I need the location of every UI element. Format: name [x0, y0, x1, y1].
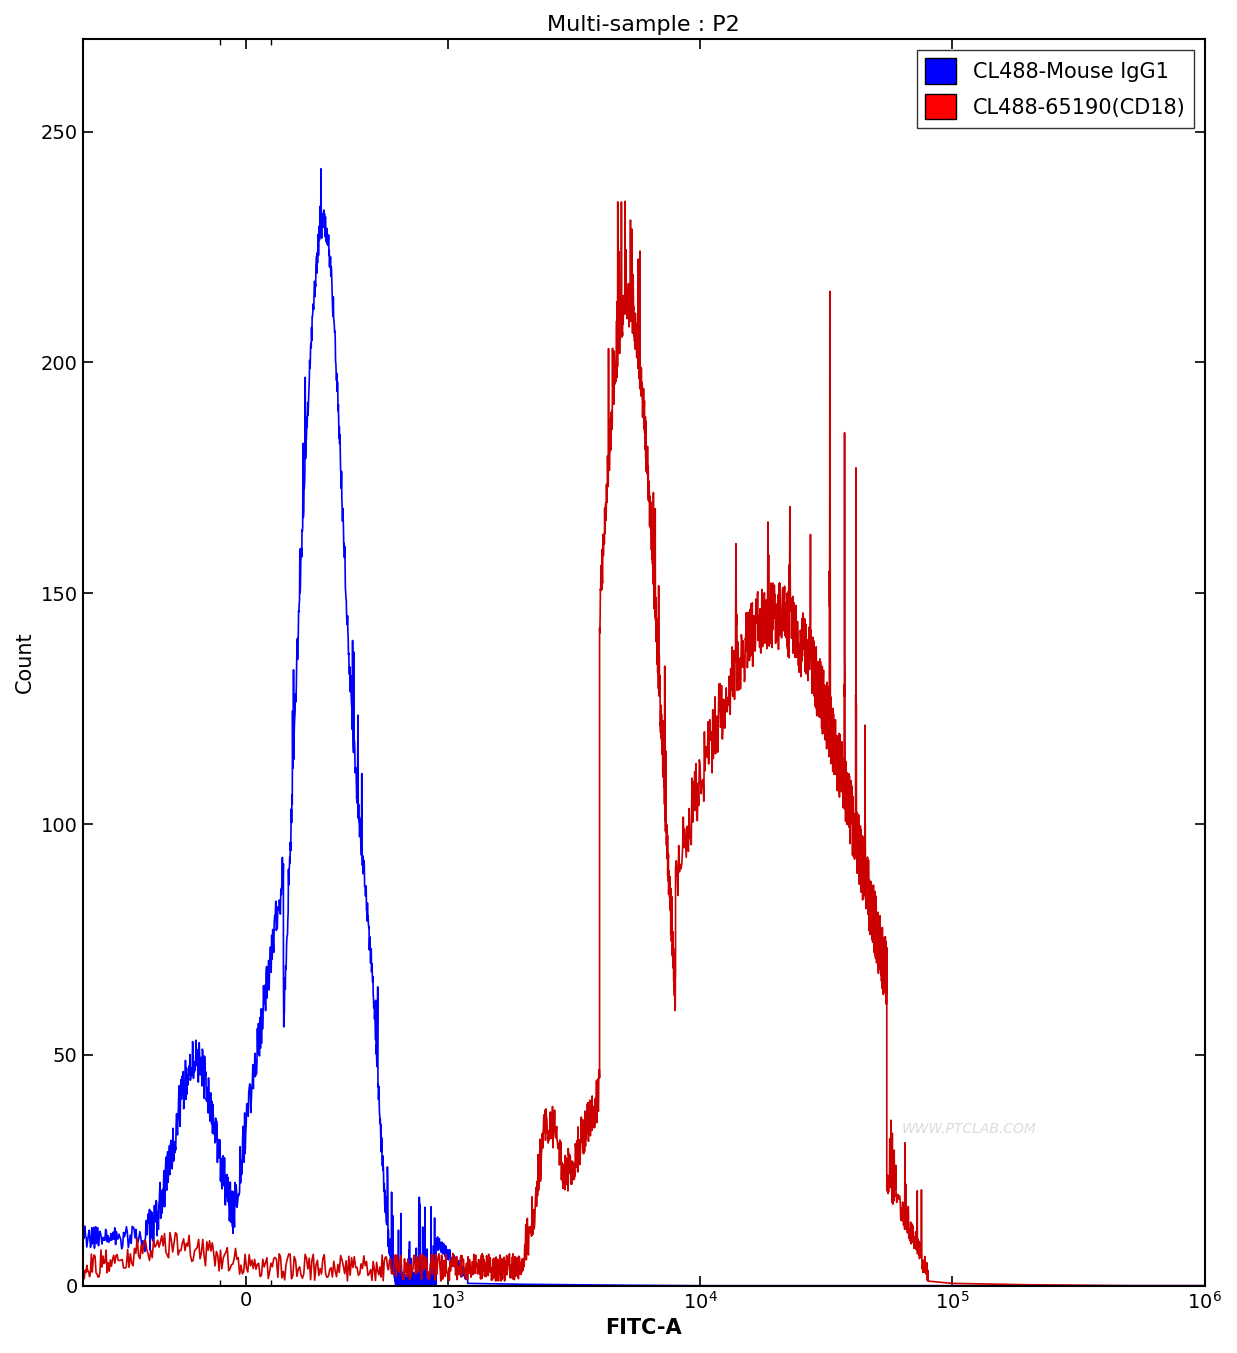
CL488-65190(CD18): [1197, 1277, 1212, 1293]
CL488-65190(CD18): [412, 1254, 427, 1270]
Line: CL488-65190(CD18): CL488-65190(CD18): [83, 202, 1205, 1285]
CL488-Mouse IgG1: [447, 1258, 461, 1275]
CL488-65190(CD18): [867, 886, 882, 902]
CL488-Mouse IgG1: [408, 1277, 423, 1293]
CL488-Mouse IgG1: [314, 161, 329, 177]
CL488-65190(CD18): [694, 786, 709, 802]
CL488-Mouse IgG1: [360, 911, 375, 927]
CL488-Mouse IgG1: [372, 1116, 387, 1132]
CL488-65190(CD18): [593, 1070, 607, 1086]
Legend: CL488-Mouse IgG1, CL488-65190(CD18): CL488-Mouse IgG1, CL488-65190(CD18): [917, 50, 1194, 127]
CL488-65190(CD18): [617, 193, 632, 210]
CL488-Mouse IgG1: [1197, 1277, 1212, 1293]
CL488-65190(CD18): [604, 405, 618, 421]
Text: WWW.PTCLAB.COM: WWW.PTCLAB.COM: [902, 1122, 1037, 1137]
CL488-Mouse IgG1: [388, 1277, 403, 1293]
CL488-65190(CD18): [1121, 1277, 1136, 1293]
Title: Multi-sample : P2: Multi-sample : P2: [547, 15, 740, 35]
Y-axis label: Count: Count: [15, 632, 35, 693]
CL488-Mouse IgG1: [435, 1246, 450, 1262]
X-axis label: FITC-A: FITC-A: [605, 1318, 682, 1338]
CL488-Mouse IgG1: [230, 1199, 245, 1215]
CL488-65190(CD18): [496, 1258, 511, 1275]
CL488-Mouse IgG1: [75, 1239, 90, 1256]
Line: CL488-Mouse IgG1: CL488-Mouse IgG1: [83, 169, 1205, 1285]
CL488-65190(CD18): [75, 1249, 90, 1265]
